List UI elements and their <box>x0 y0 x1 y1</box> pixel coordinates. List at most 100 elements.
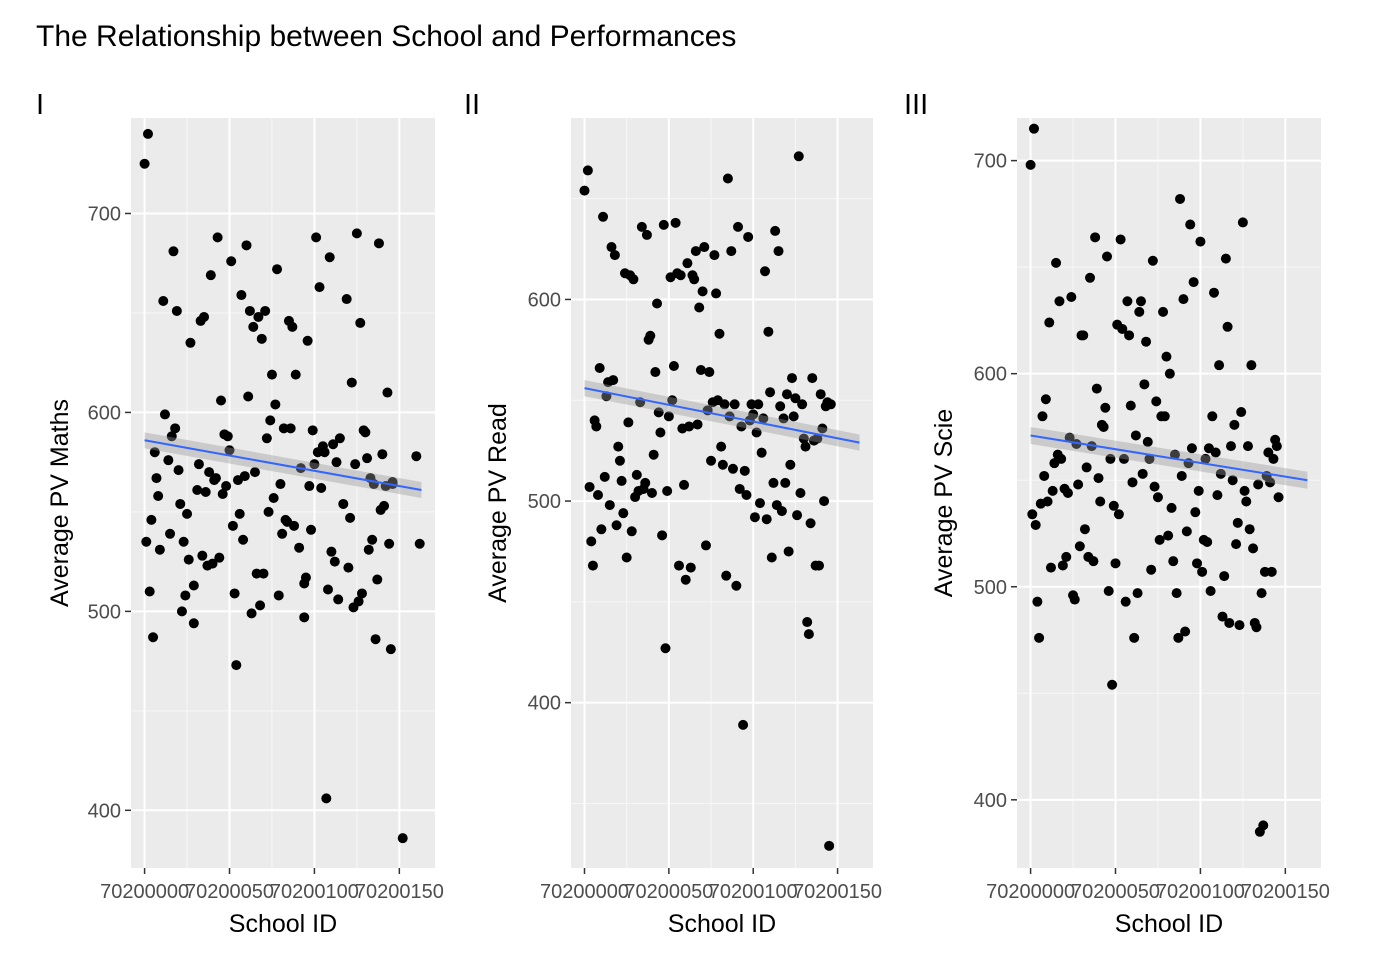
data-point <box>1256 588 1267 599</box>
x-tick-label: 70200050 <box>1071 881 1160 903</box>
x-tick-label: 70200150 <box>1241 881 1330 903</box>
y-tick-label: 500 <box>528 491 561 513</box>
data-point <box>182 508 193 519</box>
data-point <box>609 250 620 261</box>
data-point <box>170 423 181 434</box>
data-point <box>180 590 191 601</box>
data-point <box>139 158 150 169</box>
data-point <box>584 481 595 492</box>
data-point <box>1200 453 1211 464</box>
data-point <box>171 305 182 316</box>
data-point <box>1169 449 1180 460</box>
data-point <box>803 629 814 640</box>
data-point <box>1108 500 1119 511</box>
data-point <box>1032 596 1043 607</box>
data-point <box>1093 473 1104 484</box>
data-point <box>760 266 771 277</box>
y-tick-label: 400 <box>88 800 121 822</box>
data-point <box>814 560 825 571</box>
data-point <box>244 305 255 316</box>
data-point <box>1134 306 1145 317</box>
data-point <box>256 333 267 344</box>
data-point <box>692 419 703 430</box>
data-point <box>144 586 155 597</box>
data-point <box>1193 485 1204 496</box>
data-point <box>302 335 313 346</box>
x-tick-label: 70200050 <box>624 881 713 903</box>
data-point <box>363 544 374 555</box>
data-point <box>379 500 390 511</box>
data-point <box>362 453 373 464</box>
data-point <box>212 232 223 243</box>
data-point <box>300 572 311 583</box>
data-point <box>338 498 349 509</box>
data-point <box>1066 291 1077 302</box>
data-point <box>1124 330 1135 341</box>
data-point <box>766 552 777 563</box>
data-point <box>255 600 266 611</box>
data-point <box>699 242 710 253</box>
data-point <box>1220 253 1231 264</box>
data-point <box>700 540 711 551</box>
data-point <box>1045 562 1056 573</box>
data-point <box>314 282 325 293</box>
data-point <box>1037 411 1048 422</box>
data-point <box>1132 588 1143 599</box>
data-point <box>311 232 322 243</box>
data-point <box>734 483 745 494</box>
data-point <box>277 528 288 539</box>
data-point <box>1232 517 1243 528</box>
data-point <box>1210 447 1221 458</box>
data-point <box>790 393 801 404</box>
trend-line <box>1030 434 1308 482</box>
x-tick-label: 70200000 <box>540 881 629 903</box>
data-point <box>205 270 216 281</box>
data-point <box>616 475 627 486</box>
data-point <box>1073 479 1084 490</box>
data-point <box>1244 524 1255 535</box>
data-point <box>754 498 765 509</box>
data-point <box>346 377 357 388</box>
data-point <box>1030 519 1041 530</box>
data-point <box>1209 287 1220 298</box>
data-point <box>758 413 769 424</box>
data-point <box>802 617 813 628</box>
y-tick-label: 500 <box>88 601 121 623</box>
data-point <box>1273 492 1284 503</box>
data-point <box>185 337 196 348</box>
data-point <box>1197 566 1208 577</box>
data-point <box>249 467 260 478</box>
data-point <box>265 415 276 426</box>
data-point <box>188 618 199 629</box>
data-point <box>753 399 764 410</box>
data-point <box>326 546 337 557</box>
data-point <box>1135 296 1146 307</box>
data-point <box>1057 560 1068 571</box>
data-point <box>773 246 784 257</box>
data-point <box>1154 534 1165 545</box>
data-point <box>1185 219 1196 230</box>
data-point <box>1234 620 1245 631</box>
data-point <box>628 274 639 285</box>
data-point <box>749 512 760 523</box>
data-point <box>270 399 281 410</box>
data-point <box>345 512 356 523</box>
data-point <box>159 409 170 420</box>
data-point <box>355 317 366 328</box>
data-point <box>1102 251 1113 262</box>
data-point <box>768 477 779 488</box>
data-point <box>673 560 684 571</box>
data-point <box>316 483 327 494</box>
data-point <box>178 536 189 547</box>
data-point <box>680 574 691 585</box>
data-point <box>261 433 272 444</box>
data-point <box>1081 462 1092 473</box>
data-point <box>273 590 284 601</box>
data-point <box>238 534 249 545</box>
data-point <box>652 298 663 309</box>
data-point <box>763 326 774 337</box>
data-point <box>694 302 705 313</box>
data-point <box>351 228 362 239</box>
data-point <box>1166 502 1177 513</box>
